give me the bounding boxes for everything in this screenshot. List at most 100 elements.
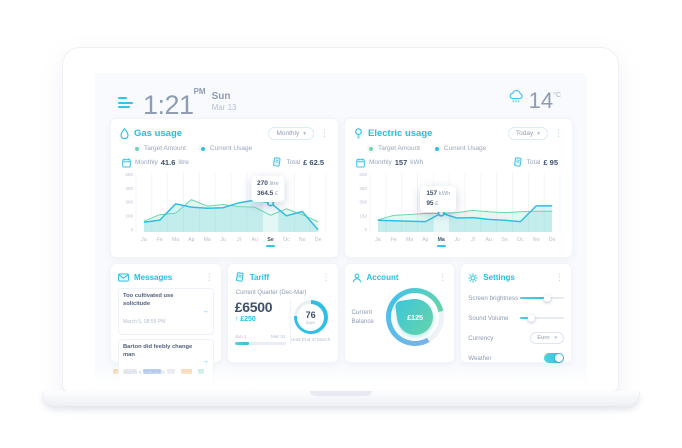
temperature-value: 14 (528, 88, 554, 113)
setting-row-screen-brightness: Screen brightness (468, 292, 564, 304)
arrow-right-icon: → (201, 358, 209, 366)
total-label: Total (286, 159, 301, 166)
month-label[interactable]: No (298, 237, 306, 243)
month-label[interactable]: Au (485, 237, 492, 243)
sound-volume-slider[interactable] (520, 314, 564, 322)
month-label[interactable]: Ma (433, 237, 449, 247)
summary-value: 41.6 (160, 158, 176, 167)
panel-title: Messages (134, 273, 173, 282)
gas-x-axis-labels: Ja Fe Ma Ap Ma Ju Jl Au Se Oc No De (136, 237, 326, 247)
date-label: Mar 13 (211, 102, 237, 112)
month-label[interactable]: De (548, 237, 556, 243)
message-item[interactable]: Too cultivated use solicitude March 5, 08… (118, 288, 214, 335)
days-unit: days (305, 319, 316, 325)
month-label[interactable]: Se (501, 237, 508, 243)
weather-widget: 14 °C (508, 90, 561, 112)
gas-usage-panel: Gas usage Monthly ▾ ⋮ Target Amount Curre… (110, 118, 339, 258)
gas-chart[interactable]: 500 400 300 200 0 270 litre 364.5 £ Ja Fe Ma Ap M… (120, 170, 329, 247)
kebab-menu-icon[interactable]: ⋮ (321, 272, 331, 282)
weather-toggle[interactable] (544, 352, 564, 364)
electric-legend: Target Amount Current Usage (368, 145, 563, 152)
currency-dropdown[interactable]: Euro ▾ (530, 332, 564, 344)
electric-chart-tooltip: 157 kWh 95 £ (420, 186, 457, 213)
menu-button[interactable] (118, 97, 133, 111)
current-legend-dot (433, 145, 440, 152)
target-legend-dot (134, 145, 140, 152)
rain-cloud-icon (508, 90, 524, 105)
tariff-delta: ↑ £250 (234, 316, 256, 323)
slider-knob[interactable] (544, 294, 551, 302)
selected-month-indicator (436, 244, 446, 247)
days-remaining-ring: 76 days (293, 300, 328, 334)
settings-rows: Screen brightness Sound Volume Currency Eur… (468, 292, 564, 364)
month-label[interactable]: Fe (390, 237, 397, 243)
dashboard-header: 1:21PM Sun Mar 13 14 °C (95, 73, 587, 120)
kebab-menu-icon[interactable]: ⋮ (438, 272, 448, 282)
month-label[interactable]: Ju (454, 237, 460, 243)
setting-row-weather: Weather (468, 352, 564, 364)
setting-row-currency: Currency Euro ▾ (468, 332, 564, 344)
month-label[interactable]: De (314, 237, 322, 243)
ring-caption: Until End of March (290, 338, 331, 343)
month-label[interactable]: Au (251, 237, 258, 243)
message-list: Too cultivated use solicitude March 5, 08… (118, 288, 214, 391)
target-legend-dot (368, 145, 374, 152)
total-value: £ 62.5 (303, 158, 324, 167)
slider-knob[interactable] (527, 314, 535, 322)
svg-text:300: 300 (125, 200, 133, 205)
range-start: Jan 1 (234, 335, 247, 340)
meridiem: PM (193, 87, 206, 96)
month-label[interactable]: Ap (422, 237, 429, 243)
month-label[interactable]: Se (263, 237, 279, 247)
calendar-icon (356, 157, 365, 168)
tariff-panel: Tariff ⋮ Current Quarter (Dec-Mar) £6500… (226, 263, 339, 363)
gas-period-dropdown[interactable]: Monthly ▾ (268, 127, 314, 140)
svg-text:150: 150 (359, 213, 367, 218)
tariff-amount: £6500 (234, 299, 273, 315)
panel-title: Tariff (249, 273, 270, 282)
receipt-icon (235, 272, 245, 283)
temperature-unit: °C (553, 92, 561, 99)
envelope-icon (118, 273, 129, 282)
month-label[interactable]: Ja (141, 237, 147, 243)
month-label[interactable]: Oc (283, 237, 290, 243)
month-label[interactable]: Jl (237, 237, 241, 243)
day-label: Sun (211, 91, 231, 102)
month-label[interactable]: Jl (471, 237, 475, 243)
svg-text:0: 0 (364, 227, 367, 232)
electric-chart[interactable]: 600 450 300 150 0 157 kWh 95 £ Ja Fe Ma Ap Ma Ju Jl… (354, 170, 563, 247)
month-label[interactable]: Ja (375, 237, 381, 243)
svg-text:400: 400 (125, 186, 133, 191)
kebab-menu-icon[interactable]: ⋮ (555, 272, 564, 282)
month-label[interactable]: Ap (188, 237, 195, 243)
electric-chart-svg: 600 450 300 150 0 (359, 170, 561, 232)
svg-text:600: 600 (359, 172, 367, 177)
month-label[interactable]: Fe (156, 237, 163, 243)
month-label[interactable]: Ma (171, 237, 180, 243)
clock: 1:21PM (143, 87, 206, 120)
svg-text:0: 0 (130, 227, 133, 232)
kebab-menu-icon[interactable]: ⋮ (320, 128, 329, 138)
account-panel: Account ⋮ Current Balance £125 (343, 263, 456, 363)
month-label[interactable]: Ju (220, 237, 226, 243)
tariff-subtitle: Current Quarter (Dec-Mar) (235, 290, 307, 296)
kebab-menu-icon[interactable]: ⋮ (204, 272, 214, 282)
balance-value: £125 (406, 312, 423, 322)
month-label[interactable]: No (532, 237, 540, 243)
panel-title: Settings (483, 273, 515, 282)
month-label[interactable]: Ma (405, 237, 414, 243)
electric-period-dropdown[interactable]: Today ▾ (507, 127, 548, 140)
balance-label: Current Balance (351, 308, 374, 325)
kebab-menu-icon[interactable]: ⋮ (554, 128, 563, 138)
cutoff-widget (143, 369, 161, 374)
message-item[interactable]: Barton did feebly change manMarch 4, 02:… (118, 338, 214, 386)
summary-value: 157 (394, 158, 408, 167)
month-label[interactable]: Ma (203, 237, 211, 243)
balance-gauge: £125 (385, 288, 444, 346)
electric-usage-panel: Electric usage Today ▾ ⋮ Target Amount Cu… (344, 118, 573, 258)
screen-brightness-slider[interactable] (520, 294, 564, 302)
selected-month-indicator (266, 244, 276, 247)
svg-text:500: 500 (125, 172, 133, 177)
month-label[interactable]: Oc (517, 237, 524, 243)
gas-drop-icon (120, 127, 129, 140)
